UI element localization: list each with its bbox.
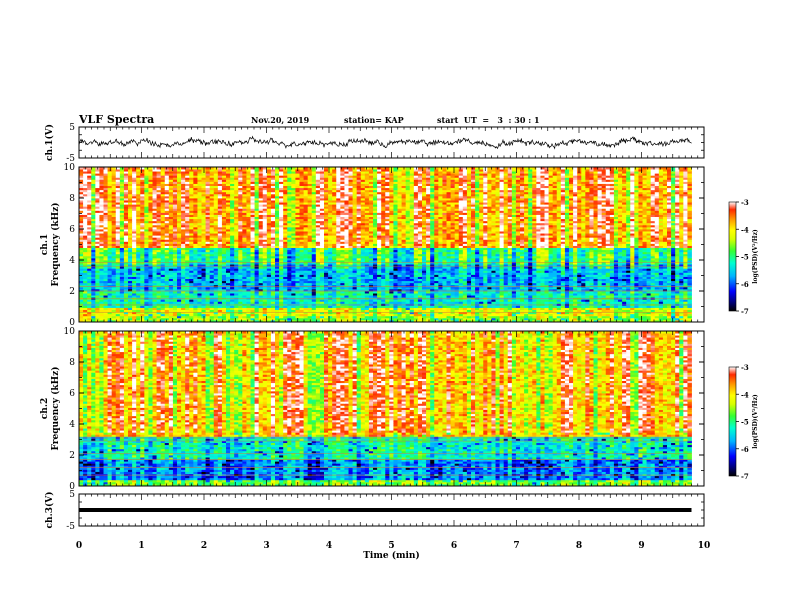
xtick-label: 5 [388, 541, 394, 551]
ch2-spectrogram-ytick-label: 6 [69, 389, 75, 399]
ch1-colorbar-tick-label: -7 [741, 307, 749, 316]
xtick-label: 0 [76, 541, 82, 551]
xtick-label: 9 [638, 541, 644, 551]
ch2-colorbar-tick-label: -3 [741, 363, 749, 372]
ch1-waveform-ytick-label: 5 [69, 123, 75, 133]
xtick-label: 3 [263, 541, 269, 551]
ch1-waveform-line [78, 135, 692, 150]
start-time-label: start UT = 3 : 30 : 1 [437, 115, 540, 125]
ch1-waveform-ylabel: ch.1(V) [44, 124, 55, 161]
station-label: station= KAP [344, 115, 404, 125]
ch1-colorbar-tick-label: -4 [741, 225, 749, 234]
xtick-label: 4 [326, 541, 332, 551]
ch1-colorbar-tick-label: -6 [741, 280, 749, 289]
ch3-waveform-ytick-label: -5 [66, 522, 75, 532]
ch2-colorbar-tick-label: -6 [741, 445, 749, 454]
ch1-spectrogram-ytick-label: 10 [64, 163, 76, 173]
xtick-label: 10 [698, 541, 711, 551]
ch2-colorbar-tick-label: -4 [741, 390, 749, 399]
ch1-spectrogram [79, 167, 692, 323]
ch1-spectrogram-ytick-label: 6 [69, 225, 75, 235]
ch3-waveform-ytick-label: 5 [69, 490, 75, 500]
date-label: Nov.20, 2019 [251, 115, 309, 125]
ch1-spectrogram-ytick-label: 2 [69, 287, 75, 297]
ch2-spectrogram-ytick-label: 4 [69, 420, 75, 430]
xtick-label: 1 [138, 541, 144, 551]
xtick-label: 2 [201, 541, 207, 551]
x-axis-label: Time (min) [363, 550, 420, 561]
ch2-spectrogram-ytick-label: 8 [69, 358, 75, 368]
ch3-waveform-ylabel: ch.3(V) [44, 492, 55, 529]
chart-title: VLF Spectra [79, 113, 154, 126]
ch1-colorbar-label: log(PSD)(V²/Hz) [752, 229, 759, 284]
ch1-colorbar-tick-label: -3 [741, 198, 749, 207]
ch2-spectrogram-ytick-label: 2 [69, 451, 75, 461]
ch1-spectrogram-ylabel: ch.1 Frequency (kHz) [40, 202, 61, 286]
xtick-label: 6 [451, 541, 457, 551]
ch2-spectrogram [79, 331, 692, 487]
ch1-spectrogram-ytick-label: 4 [69, 256, 75, 266]
ch2-spectrogram-ytick-label: 10 [64, 327, 76, 337]
ch2-spectrogram-ytick-label: 0 [69, 482, 75, 492]
ch2-colorbar-tick-label: -7 [741, 472, 749, 481]
ch1-spectrogram-ytick-label: 0 [69, 318, 75, 328]
ch2-colorbar-label: log(PSD)(V²/Hz) [752, 394, 759, 449]
ch2-colorbar-tick-label: -5 [741, 418, 749, 427]
ch2-colorbar [728, 366, 737, 477]
ch1-colorbar-tick-label: -5 [741, 253, 749, 262]
ch1-waveform-ytick-label: -5 [66, 154, 75, 164]
ch2-spectrogram-ylabel: ch.2 Frequency (kHz) [40, 366, 61, 450]
xtick-label: 7 [513, 541, 519, 551]
ch1-spectrogram-ytick-label: 8 [69, 194, 75, 204]
xtick-label: 8 [576, 541, 582, 551]
ch1-colorbar [728, 201, 737, 312]
